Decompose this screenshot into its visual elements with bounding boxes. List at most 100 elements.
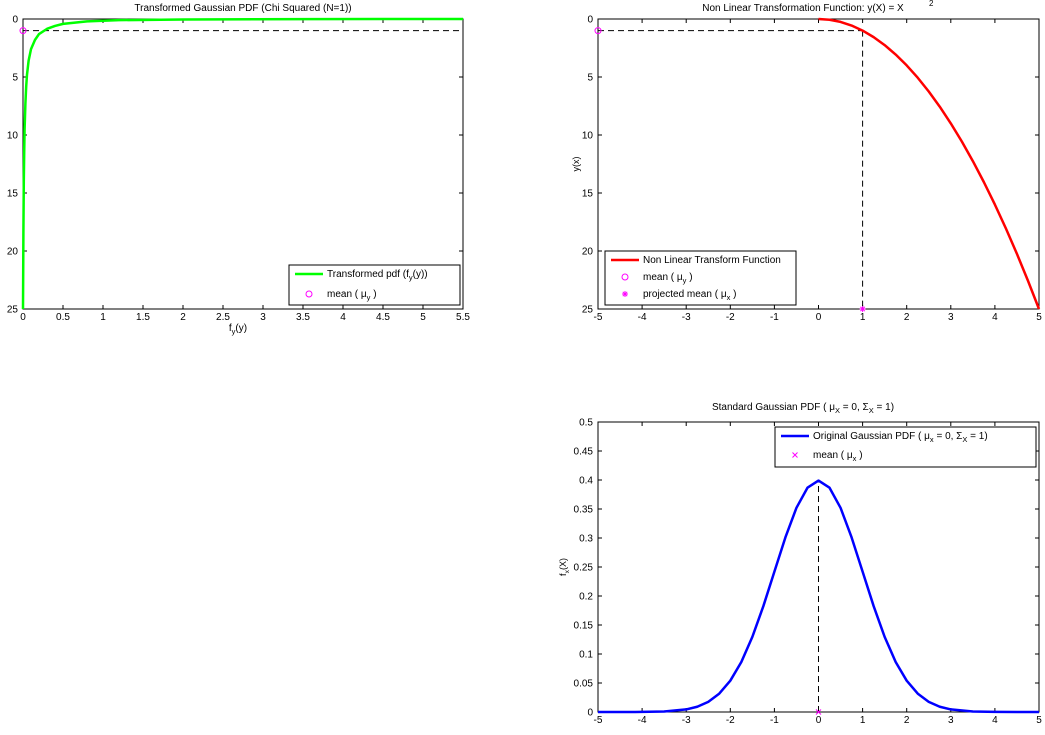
legend-marker-swatch [622, 291, 628, 297]
series-line [21, 17, 464, 310]
y-tick-label: 0.35 [574, 505, 594, 516]
label-text: ) [370, 289, 376, 300]
label-text: (X) [558, 558, 568, 570]
subscript-text: x [727, 293, 731, 302]
legend-entry: Non Linear Transform Function [611, 255, 781, 266]
x-tick-label: -1 [770, 312, 779, 323]
mean-marker [815, 709, 822, 715]
label-text: mean ( μ [643, 272, 683, 283]
legend-label: Original Gaussian PDF ( μx = 0, ΣX = 1) [813, 431, 988, 444]
x-tick-label: -5 [594, 312, 603, 323]
legend-marker-swatch [792, 452, 798, 458]
mean-marker [19, 27, 27, 35]
x-tick-label: 1 [860, 312, 866, 323]
chart-nlt: -5 -4 -3 -2 -1 0 1 2 3 4 5 0 5 10 15 20 25 Non Linear Tra… [571, 0, 1042, 323]
y-tick-label: 0.25 [574, 563, 594, 574]
y-tick-label: 0.4 [579, 476, 593, 487]
x-tick-label: 5 [420, 312, 426, 323]
legend-entry: Transformed pdf (fy(y)) [295, 269, 428, 282]
y-tick-label: 15 [7, 189, 19, 200]
chart-chi: 0 0.5 1 1.5 2 2.5 3 3.5 4 4.5 5 5.5 0 5 10 15 20 25 Transf… [7, 3, 471, 336]
legend-entry: mean ( μx ) [792, 450, 863, 463]
y-tick-label: 10 [7, 131, 19, 142]
chart-title-superscript: 2 [929, 0, 934, 8]
mean-marker [594, 27, 602, 35]
y-tick-label: 0.3 [579, 534, 593, 545]
label-text: (y)) [413, 269, 428, 280]
y-tick-label: 20 [7, 247, 19, 258]
subscript-text: x [564, 569, 571, 573]
label-text: Non Linear Transform Function [643, 255, 781, 266]
y-tick-label: 25 [7, 305, 19, 316]
y-tick-label: 5 [587, 73, 593, 84]
label-text: = 1) [967, 431, 987, 442]
x-tick-label: 0 [816, 312, 822, 323]
legend-label: projected mean ( μx ) [643, 289, 736, 302]
subscript-text: y [409, 273, 413, 282]
legend-entry: projected mean ( μx ) [622, 289, 736, 302]
y-tick-label: 0.45 [574, 447, 594, 458]
series-line [818, 17, 1041, 310]
x-tick-label: -3 [682, 715, 691, 726]
label-text: projected mean ( μ [643, 289, 727, 300]
legend-entry: Original Gaussian PDF ( μx = 0, ΣX = 1) [781, 431, 988, 444]
label-text: f [558, 573, 568, 576]
x-tick-label: -2 [726, 715, 735, 726]
y-tick-label: 20 [582, 247, 594, 258]
x-tick-label: 4 [992, 312, 998, 323]
x-tick-label: 1 [100, 312, 106, 323]
x-tick-label: 2 [180, 312, 186, 323]
x-tick-label: 2 [904, 312, 910, 323]
subscript-text: y [232, 327, 236, 336]
y-tick-label: 0 [12, 15, 18, 26]
x-tick-label: -4 [638, 715, 647, 726]
legend-label: mean ( μx ) [813, 450, 863, 463]
y-tick-label: 25 [582, 305, 594, 316]
y-tick-label: 0.05 [574, 679, 594, 690]
legend-label: mean ( μy ) [327, 289, 377, 302]
y-tick-label: 0.2 [579, 592, 593, 603]
subscript-text: x [930, 435, 934, 444]
x-tick-label: -5 [594, 715, 603, 726]
x-tick-label: 5 [1036, 715, 1042, 726]
legend-label: mean ( μy ) [643, 272, 693, 285]
y-tick-label: 5 [12, 73, 18, 84]
x-tick-label: 3 [948, 312, 954, 323]
x-tick-label: 0 [20, 312, 26, 323]
legend-marker-swatch [305, 290, 313, 298]
legend-entry: mean ( μy ) [305, 289, 377, 302]
y-tick-label: 0 [587, 15, 593, 26]
label-text: ) [686, 272, 692, 283]
y-tick-label: 0 [587, 708, 593, 719]
y-tick-label: 0.5 [579, 418, 593, 429]
x-tick-label: 2 [904, 715, 910, 726]
subscript-text: y [683, 276, 687, 285]
x-tick-label: 0.5 [56, 312, 70, 323]
subscript-text: y [367, 293, 371, 302]
x-axis-label: fy(y) [229, 323, 247, 336]
x-tick-label: 0 [816, 715, 822, 726]
label-text: Transformed pdf (f [327, 269, 409, 280]
x-tick-label: 4 [992, 715, 998, 726]
label-text: = 0, Σ [840, 402, 869, 413]
x-tick-label: 4.5 [376, 312, 390, 323]
y-tick-label: 10 [582, 131, 594, 142]
legend-chi: Transformed pdf (fy(y))mean ( μy ) [288, 264, 461, 306]
label-text: = 1) [874, 402, 894, 413]
subscript-text: X [835, 406, 840, 415]
label-text: Standard Gaussian PDF ( μ [712, 402, 835, 413]
chart-gauss: -5 -4 -3 -2 -1 0 1 2 3 4 5 0 0.05 0.1 0.15 0.2 0.25 0.3 0.… [558, 402, 1042, 726]
y-axis-label: y(x) [571, 157, 581, 172]
legend-label: Transformed pdf (fy(y)) [327, 269, 428, 282]
x-tick-label: 1 [860, 715, 866, 726]
x-tick-label: 5 [1036, 312, 1042, 323]
legend-gauss: Original Gaussian PDF ( μx = 0, ΣX = 1) m… [774, 426, 1037, 468]
y-tick-label: 15 [582, 189, 594, 200]
legend-box [774, 426, 1037, 468]
x-tick-label: 2.5 [216, 312, 230, 323]
x-tick-label: -3 [682, 312, 691, 323]
subscript-text: X [869, 406, 874, 415]
x-tick-label: -4 [638, 312, 647, 323]
x-tick-label: 3.5 [296, 312, 310, 323]
